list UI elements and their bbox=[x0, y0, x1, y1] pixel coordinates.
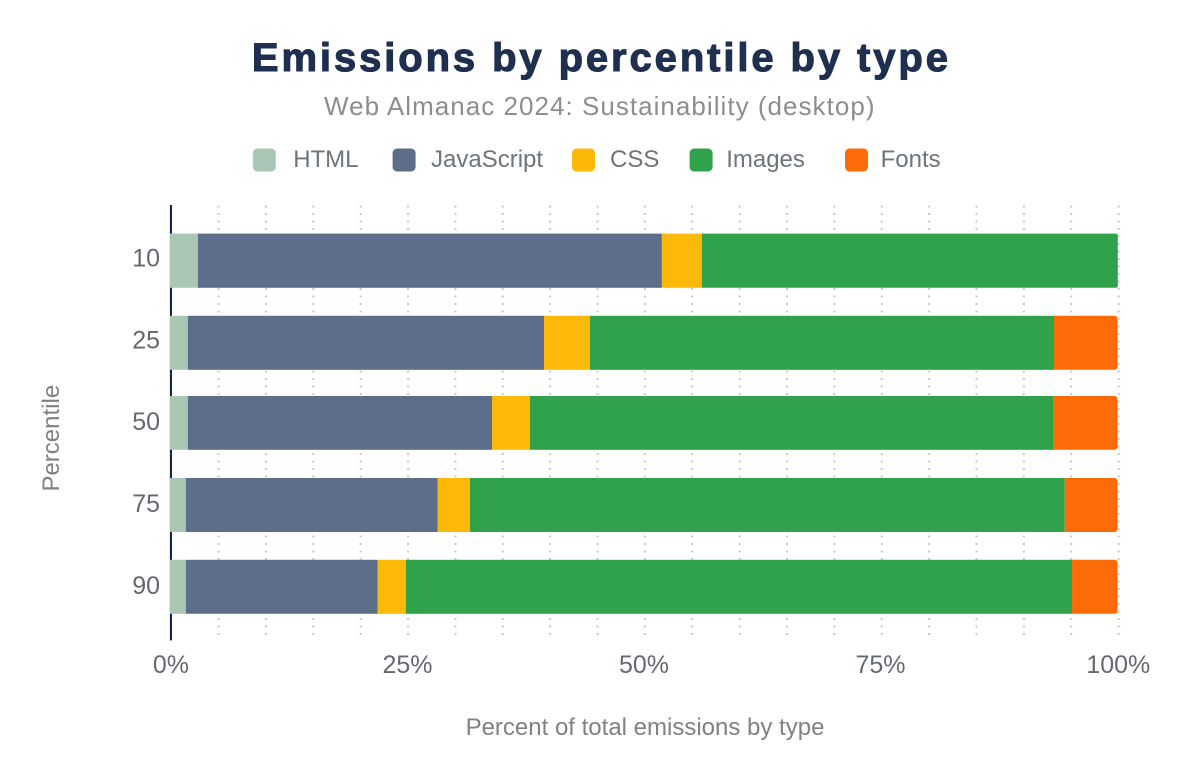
svg-text:Percent of total emissions by: Percent of total emissions by type bbox=[466, 714, 825, 741]
svg-text:100%: 100% bbox=[1086, 651, 1150, 679]
svg-text:Emissions by percentile by typ: Emissions by percentile by type bbox=[252, 36, 951, 80]
svg-text:75: 75 bbox=[132, 490, 160, 518]
svg-text:JavaScript: JavaScript bbox=[431, 146, 543, 173]
svg-text:Images: Images bbox=[726, 146, 805, 173]
svg-text:50%: 50% bbox=[619, 651, 669, 679]
svg-text:Fonts: Fonts bbox=[881, 146, 941, 173]
svg-text:25%: 25% bbox=[382, 651, 432, 679]
svg-text:HTML: HTML bbox=[293, 146, 358, 173]
svg-text:50: 50 bbox=[132, 408, 160, 436]
svg-text:Web Almanac 2024: Sustainabili: Web Almanac 2024: Sustainability (deskto… bbox=[324, 91, 876, 121]
svg-text:CSS: CSS bbox=[610, 146, 659, 173]
svg-text:25: 25 bbox=[132, 326, 160, 354]
svg-text:10: 10 bbox=[132, 244, 160, 272]
svg-text:75%: 75% bbox=[855, 651, 905, 679]
svg-text:Percentile: Percentile bbox=[38, 385, 65, 492]
svg-text:0%: 0% bbox=[153, 651, 189, 679]
svg-text:90: 90 bbox=[132, 572, 160, 600]
